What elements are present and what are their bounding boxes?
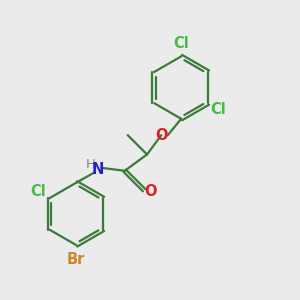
Text: N: N bbox=[92, 162, 104, 177]
Text: H: H bbox=[86, 158, 96, 171]
Text: Cl: Cl bbox=[173, 36, 189, 51]
Text: Cl: Cl bbox=[211, 102, 226, 117]
Text: O: O bbox=[155, 128, 167, 142]
Text: O: O bbox=[144, 184, 157, 199]
Text: Br: Br bbox=[67, 252, 86, 267]
Text: Cl: Cl bbox=[30, 184, 46, 199]
